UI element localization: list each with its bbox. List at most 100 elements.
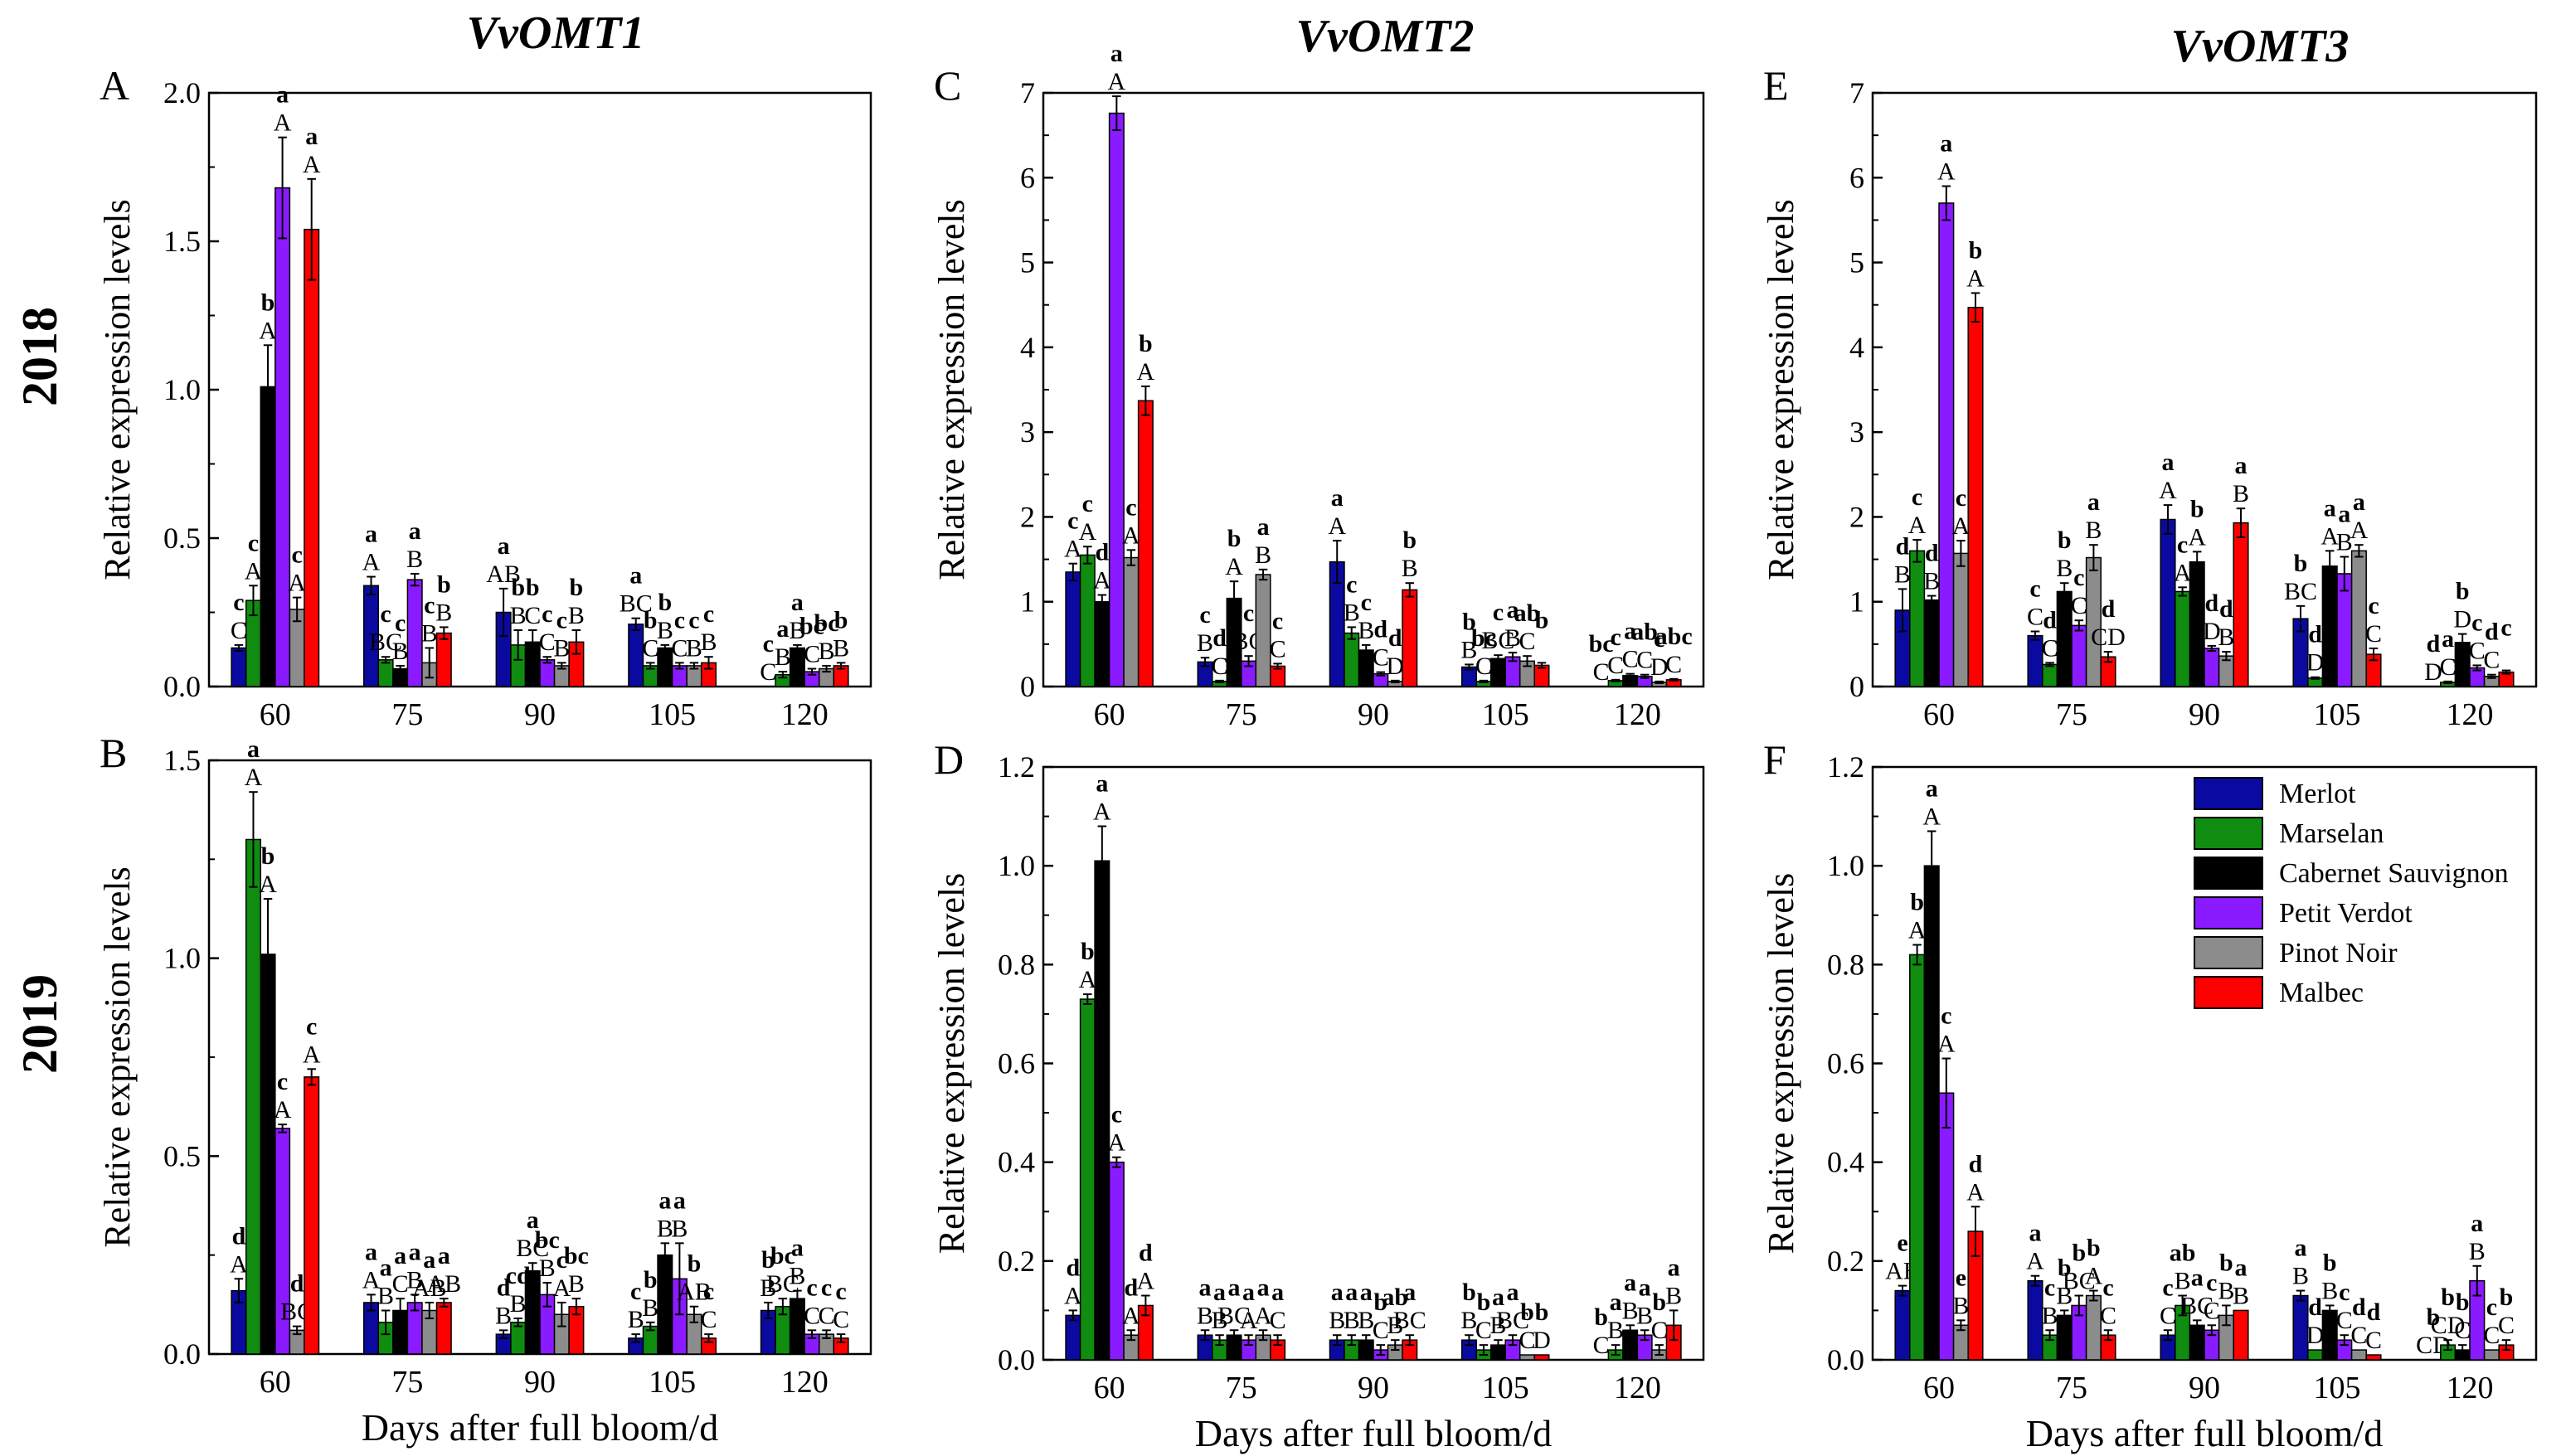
significance-upper: BC — [2180, 1292, 2214, 1319]
y-axis-label: Relative expression levels — [97, 199, 138, 580]
significance-upper: B — [1952, 1292, 1969, 1319]
year-label-2019: 2019 — [12, 974, 67, 1074]
significance-lower: a — [1506, 1279, 1519, 1306]
y-tick-label: 0.4 — [998, 1146, 1035, 1179]
significance-upper: B — [1358, 617, 1374, 644]
significance-upper: A — [552, 1274, 571, 1302]
bar — [2483, 1349, 2500, 1361]
significance-lower: b — [2456, 1289, 2470, 1316]
chart-panel-a: 0.00.51.01.52.060 75 90 105 120CcAaABaBCaCcA… — [97, 62, 872, 732]
significance-lower: d — [2352, 1293, 2366, 1321]
significance-upper: AB — [412, 1274, 447, 1302]
significance-upper: B — [568, 1270, 585, 1298]
bar — [435, 632, 452, 687]
significance-lower: b — [1081, 938, 1095, 965]
significance-upper: B — [642, 1294, 658, 1322]
significance-upper: B — [2233, 1282, 2249, 1309]
significance-lower: a — [2235, 1254, 2248, 1281]
significance-lower: c — [2368, 592, 2379, 619]
significance-lower: a — [2029, 1220, 2042, 1247]
significance-lower: a — [498, 532, 510, 560]
bar — [1123, 556, 1140, 687]
significance-lower: a — [2338, 501, 2350, 528]
significance-lower: c — [1125, 493, 1136, 521]
significance-upper: C — [1373, 644, 1389, 672]
significance-lower: a — [394, 1242, 406, 1269]
x-tick-label: 90 — [1358, 1371, 1389, 1405]
significance-upper: B — [2056, 1282, 2073, 1309]
bar — [524, 1270, 541, 1355]
bar — [260, 386, 276, 687]
significance-upper: A — [1137, 1268, 1155, 1295]
y-tick-label: 0.5 — [163, 522, 201, 555]
bar — [2365, 1354, 2382, 1361]
year-label-2018: 2018 — [12, 307, 67, 406]
y-tick-label: 0.0 — [1827, 1343, 1864, 1376]
bar — [2085, 556, 2102, 687]
significance-lower: c — [233, 589, 244, 616]
x-tick-label: 105 — [649, 1365, 696, 1400]
significance-upper: B — [1344, 1307, 1360, 1334]
significance-lower: b — [2500, 1284, 2514, 1311]
significance-lower: bc — [770, 1242, 795, 1269]
significance-lower: d — [2204, 590, 2218, 617]
significance-lower: a — [1096, 770, 1108, 798]
significance-lower: a — [409, 517, 421, 545]
significance-lower: c — [1067, 507, 1078, 535]
significance-upper: A — [1108, 1129, 1126, 1157]
significance-lower: a — [2235, 452, 2248, 479]
significance-upper: B — [1636, 1302, 1653, 1329]
y-tick-label: 0.6 — [1827, 1047, 1864, 1080]
significance-upper: B — [833, 634, 849, 662]
y-tick-label: 0.0 — [163, 1337, 201, 1371]
x-tick-label: 60 — [1094, 697, 1125, 732]
bar — [377, 659, 394, 687]
y-tick-label: 3 — [1020, 415, 1035, 449]
significance-lower: d — [2367, 1298, 2381, 1326]
significance-upper: C — [671, 634, 688, 662]
significance-upper: B — [2085, 517, 2102, 544]
significance-lower: b — [761, 1246, 775, 1274]
significance-upper: B — [495, 1302, 512, 1329]
bar — [2027, 634, 2043, 687]
significance-lower: c — [2339, 1279, 2350, 1306]
significance-upper: A — [1064, 1282, 1082, 1309]
significance-lower: c — [806, 1274, 817, 1301]
bar — [1967, 307, 1984, 687]
y-tick-label: 0 — [1849, 670, 1864, 703]
x-tick-label: 105 — [649, 697, 696, 732]
significance-upper: B — [1622, 1297, 1639, 1324]
significance-lower: b — [2456, 578, 2470, 605]
significance-lower: a — [276, 81, 289, 109]
significance-upper: C — [2365, 620, 2382, 648]
legend: Merlot Marselan Cabernet Sauvignon Petit Ve… — [2194, 777, 2509, 1009]
significance-lower: ab — [2170, 1240, 2196, 1267]
significance-lower: bc — [814, 609, 839, 637]
legend-swatch — [2194, 857, 2263, 890]
bar — [304, 1076, 320, 1355]
significance-lower: c — [1272, 607, 1283, 634]
significance-upper: B — [686, 634, 702, 662]
y-tick-label: 1 — [1020, 585, 1035, 619]
significance-upper: B — [2218, 624, 2234, 651]
significance-upper: A — [2085, 1263, 2103, 1290]
bar — [1344, 632, 1360, 687]
significance-upper: A — [1064, 536, 1082, 563]
significance-lower: b — [437, 570, 451, 598]
y-axis-label: Relative expression levels — [931, 873, 972, 1254]
significance-upper: B — [671, 1215, 688, 1242]
significance-lower: d — [1125, 1274, 1139, 1301]
x-tick-label: 75 — [391, 697, 423, 732]
significance-upper: B — [819, 638, 835, 665]
significance-lower: c — [2044, 1274, 2055, 1301]
significance-upper: C — [2042, 634, 2058, 662]
significance-upper: B — [553, 634, 570, 662]
bar — [1923, 599, 1940, 687]
significance-lower: a — [1506, 596, 1519, 624]
y-tick-label: 0.6 — [998, 1047, 1035, 1080]
significance-upper: A — [1078, 966, 1096, 993]
significance-upper: C — [1475, 653, 1492, 680]
significance-lower: c — [1199, 601, 1210, 629]
significance-lower: a — [1624, 1269, 1636, 1296]
